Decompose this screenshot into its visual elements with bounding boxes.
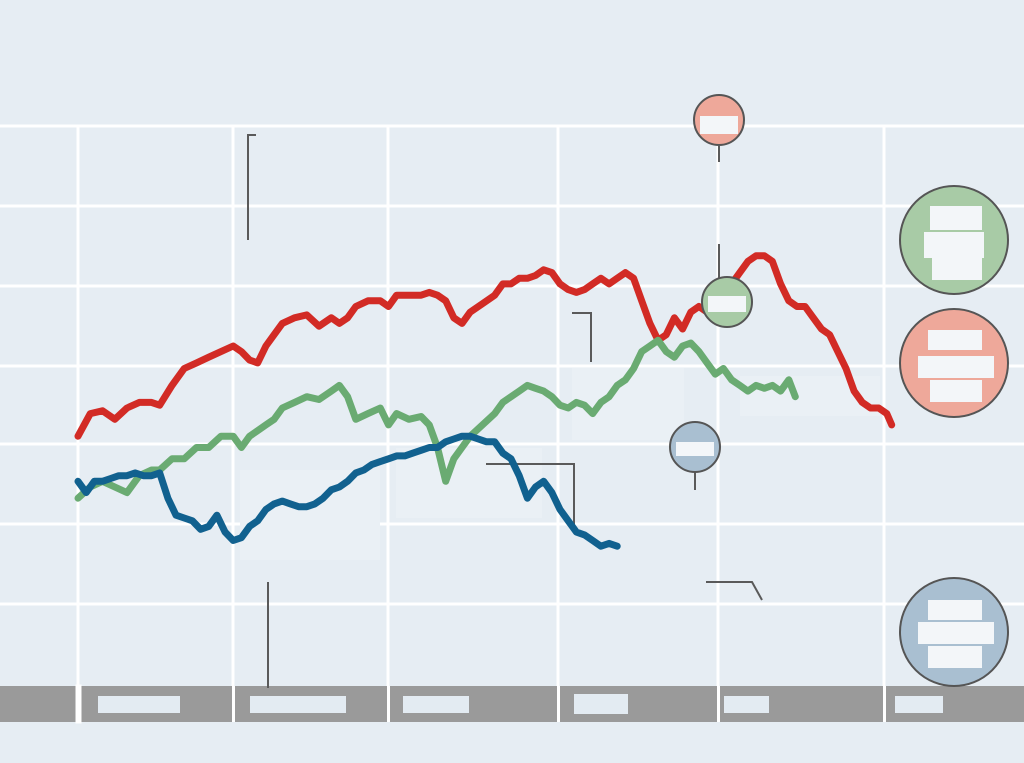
year-label-box [98, 696, 180, 713]
green-legend-label [932, 254, 982, 280]
year-band-separator [717, 686, 720, 722]
annotation-box [396, 448, 542, 518]
blue-legend-label [918, 622, 994, 644]
legend-item-red [899, 308, 1009, 418]
callout-line [706, 581, 763, 601]
year-band-separator [232, 686, 235, 722]
red-legend-label [918, 356, 994, 378]
callout-line [247, 134, 256, 240]
red-peak-badge-label [700, 116, 738, 134]
blue-legend-label [928, 646, 982, 668]
series-layer [74, 252, 896, 550]
year-label-box [895, 696, 943, 713]
year-band-separator [75, 684, 82, 724]
year-label-box [250, 696, 346, 713]
red-legend-label [930, 380, 982, 402]
callout-line [572, 312, 592, 362]
year-label-box [403, 696, 469, 713]
legend-item-blue [899, 577, 1009, 687]
blue-legend-label [928, 600, 982, 620]
year-label-box [574, 694, 628, 714]
year-band-separator [883, 686, 886, 722]
blue-peak-badge-label [676, 442, 714, 456]
year-band-separator [557, 686, 560, 722]
series-line-green [74, 336, 799, 502]
legend-item-green [899, 185, 1009, 295]
green-legend-label [930, 206, 982, 230]
year-band [0, 684, 1024, 724]
green-legend-label [924, 232, 984, 258]
series-line-red [74, 252, 896, 440]
year-label-box [724, 696, 769, 713]
legend [899, 185, 1009, 687]
year-band-separator [387, 686, 390, 722]
green-peak-badge-label [708, 296, 746, 312]
peak-badges [669, 94, 753, 473]
red-legend-label [928, 330, 982, 350]
series-line-blue [74, 432, 621, 550]
